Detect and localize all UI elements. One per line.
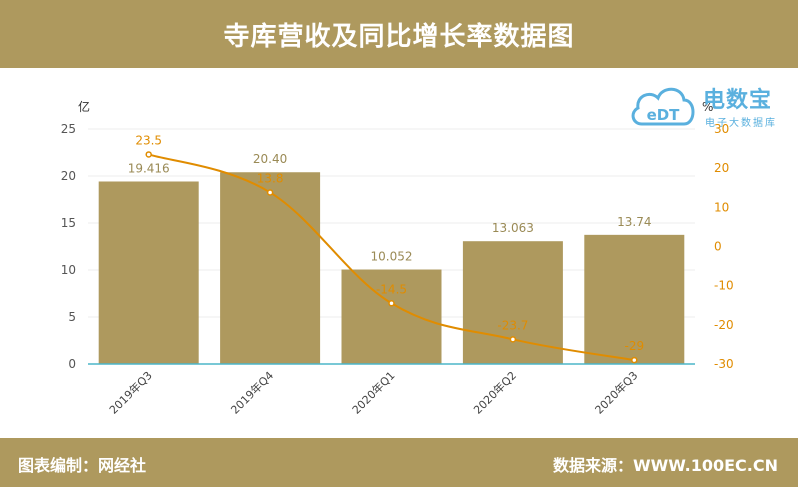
line-value-label: -23.7: [497, 318, 528, 332]
y-tick-label: 5: [68, 310, 76, 324]
chart-title: 寺库营收及同比增长率数据图: [223, 21, 575, 52]
y2-axis-unit: %: [702, 100, 713, 114]
y2-tick-label: -20: [714, 318, 734, 332]
chart-footer: 图表编制：网经社 数据来源：WWW.100EC.CN: [0, 438, 798, 487]
bar: [220, 172, 321, 364]
y-tick-label: 20: [61, 169, 76, 183]
x-tick-label: 2020年Q2: [470, 368, 519, 417]
y2-tick-label: -30: [714, 357, 734, 371]
bar-value-label: 10.052: [371, 250, 413, 264]
x-tick-label: 2019年Q4: [228, 368, 277, 417]
line-value-label: -29: [624, 339, 644, 353]
x-tick-label: 2020年Q1: [349, 368, 398, 417]
y-tick-label: 15: [61, 216, 76, 230]
y-tick-label: 10: [61, 263, 76, 277]
line-point: [388, 300, 395, 307]
line-value-label: 13.8: [257, 171, 284, 185]
y2-tick-label: 0: [714, 240, 722, 254]
bar-value-label: 13.063: [492, 221, 534, 235]
y-axis-unit: 亿: [78, 99, 90, 114]
line-point: [509, 336, 517, 343]
y-tick-label: 25: [61, 122, 76, 136]
y2-tick-label: 10: [714, 200, 729, 214]
line-value-label: 23.5: [135, 133, 162, 147]
chart-area: 0 5 10 15 20 25 -30 -20 -10 0 10 20 30 亿 % 19.416 20.40 1…: [61, 99, 734, 417]
logo: eDT 电数宝 电子大数据库: [628, 74, 793, 138]
logo-mark: eDT: [647, 106, 681, 124]
line-point: [145, 151, 152, 158]
chart-header: 寺库营收及同比增长率数据图: [0, 0, 798, 68]
y2-tick-label: 30: [714, 122, 729, 136]
bar-value-label: 20.40: [253, 152, 287, 166]
y2-tick-label: 20: [714, 161, 729, 175]
footer-credit: 图表编制：网经社: [18, 456, 147, 475]
bar-value-label: 13.74: [617, 215, 651, 229]
line-point: [631, 356, 638, 364]
bar: [584, 234, 685, 364]
logo-subtitle: 电子大数据库: [705, 118, 777, 129]
bar: [462, 241, 563, 364]
line-point: [266, 189, 274, 196]
bar: [98, 181, 199, 364]
logo-brand: 电数宝: [703, 88, 773, 113]
line-value-label: -14.5: [376, 282, 407, 296]
y-tick-label: 0: [68, 357, 76, 371]
y2-tick-label: -10: [714, 279, 734, 293]
x-tick-label: 2020年Q3: [592, 368, 641, 417]
cloud-logo-icon: eDT: [631, 87, 695, 126]
bar-value-label: 19.416: [128, 161, 170, 175]
footer-source: 数据来源：WWW.100EC.CN: [552, 456, 778, 475]
bar: [341, 269, 442, 364]
x-tick-label: 2019年Q3: [106, 368, 155, 417]
